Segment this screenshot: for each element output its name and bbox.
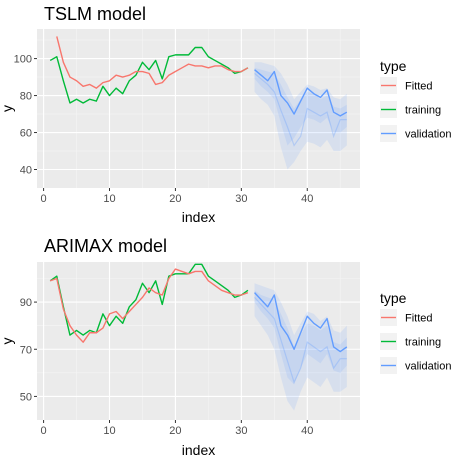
arimax-x-tick-label: 0 bbox=[41, 425, 47, 437]
arimax-y-tick-label: 50 bbox=[20, 391, 32, 403]
tslm-validation-band-95 bbox=[254, 62, 347, 170]
tslm-legend-label-fitted: Fitted bbox=[405, 81, 433, 93]
tslm-series-lines bbox=[49, 36, 348, 117]
tslm-y-tick-label: 60 bbox=[20, 128, 32, 140]
tslm-validation-band-80 bbox=[254, 67, 347, 146]
arimax-y-tick-label: 90 bbox=[20, 297, 32, 309]
tslm-x-tick-label: 10 bbox=[103, 193, 115, 205]
arimax-validation-line bbox=[254, 292, 348, 353]
tslm-x-tick-label: 20 bbox=[169, 193, 181, 205]
arimax-validation-band-80 bbox=[254, 290, 347, 385]
arimax-x-ticks: 0 10 20 30 40 bbox=[41, 420, 313, 437]
arimax-x-tick-label: 10 bbox=[103, 425, 115, 437]
tslm-legend-label-validation: validation bbox=[405, 129, 451, 141]
arimax-x-tick-label: 30 bbox=[235, 425, 247, 437]
arimax-validation-interval-band bbox=[254, 283, 347, 411]
tslm-fitted-line bbox=[56, 36, 249, 89]
arimax-plot-background bbox=[37, 262, 360, 420]
arimax-x-tick-label: 20 bbox=[169, 425, 181, 437]
arimax-legend-label-fitted: Fitted bbox=[405, 313, 433, 325]
tslm-validation-forecast-mean-line bbox=[254, 72, 347, 147]
arimax-fitted-line bbox=[49, 268, 249, 343]
tslm-validation-line bbox=[254, 69, 348, 117]
tslm-y-ticks: 40 60 80 100 bbox=[14, 54, 37, 177]
tslm-gridlines bbox=[37, 29, 360, 188]
arimax-y-tick-label: 70 bbox=[20, 344, 32, 356]
tslm-plot-background bbox=[37, 29, 360, 188]
arimax-series-lines bbox=[49, 263, 348, 353]
arimax-y-axis-title: y bbox=[0, 338, 15, 345]
tslm-x-tick-label: 40 bbox=[301, 193, 313, 205]
arimax-gridlines bbox=[37, 262, 360, 420]
arimax-legend-title: type bbox=[380, 290, 407, 306]
arimax-training-line bbox=[49, 263, 249, 336]
arimax-x-tick-label: 40 bbox=[301, 425, 313, 437]
arimax-legend: type Fitted training validation bbox=[380, 290, 451, 374]
tslm-validation-interval-band bbox=[254, 62, 347, 170]
tslm-y-tick-label: 80 bbox=[20, 91, 32, 103]
arimax-chart: ARIMAX model 0 10 20 30 40 50 70 90 index y ty… bbox=[0, 236, 451, 458]
arimax-legend-label-training: training bbox=[405, 337, 441, 349]
tslm-x-tick-label: 30 bbox=[235, 193, 247, 205]
tslm-y-axis-title: y bbox=[0, 105, 15, 112]
tslm-legend-title: type bbox=[380, 58, 407, 74]
arimax-validation-forecast-mean-line bbox=[254, 296, 347, 384]
tslm-chart: TSLM model 0 10 20 30 40 40 60 80 100 index y t… bbox=[0, 4, 451, 225]
tslm-y-tick-label: 40 bbox=[20, 165, 32, 177]
tslm-x-ticks: 0 10 20 30 40 bbox=[41, 188, 313, 205]
tslm-x-axis-title: index bbox=[182, 209, 215, 225]
tslm-chart-title: TSLM model bbox=[44, 4, 146, 24]
arimax-x-axis-title: index bbox=[182, 442, 215, 458]
tslm-legend: type Fitted training validation bbox=[380, 58, 451, 142]
tslm-legend-label-training: training bbox=[405, 105, 441, 117]
tslm-y-tick-label: 100 bbox=[14, 54, 32, 66]
arimax-y-ticks: 50 70 90 bbox=[20, 297, 37, 403]
arimax-validation-band-95 bbox=[254, 283, 347, 411]
arimax-legend-label-validation: validation bbox=[405, 361, 451, 373]
tslm-training-line bbox=[49, 46, 249, 104]
arimax-chart-title: ARIMAX model bbox=[44, 236, 167, 256]
tslm-x-tick-label: 0 bbox=[41, 193, 47, 205]
